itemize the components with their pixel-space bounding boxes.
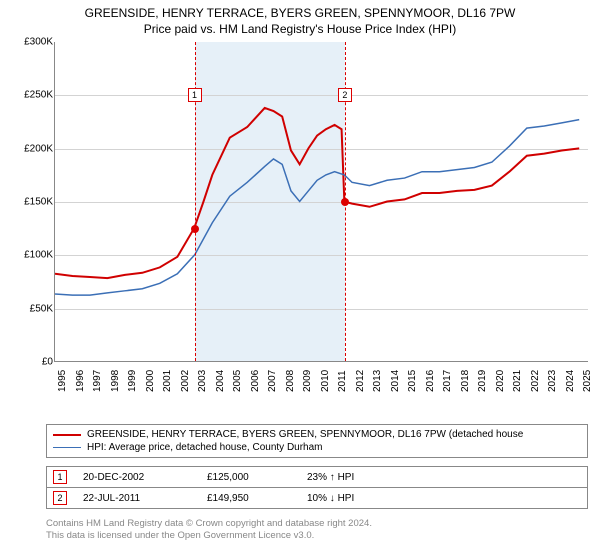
marker-table-row: 222-JUL-2011£149,95010% ↓ HPI	[47, 487, 587, 508]
x-axis-label: 2008	[285, 370, 296, 392]
x-axis-label: 2003	[197, 370, 208, 392]
x-axis-label: 2011	[337, 370, 348, 392]
marker-table-pct: 23% ↑ HPI	[307, 472, 427, 483]
series-line-hpi	[55, 120, 579, 295]
legend: GREENSIDE, HENRY TERRACE, BYERS GREEN, S…	[46, 424, 588, 458]
series-line-greenside	[55, 108, 579, 278]
x-axis-label: 1995	[57, 370, 68, 392]
legend-swatch	[53, 447, 81, 448]
x-axis-label: 2013	[372, 370, 383, 392]
y-axis-label: £150K	[24, 197, 53, 208]
x-axis-label: 2005	[232, 370, 243, 392]
chart-title-line2: Price paid vs. HM Land Registry's House …	[0, 20, 600, 42]
marker-number-box: 2	[338, 88, 352, 102]
x-axis-label: 2001	[162, 370, 173, 392]
marker-table-date: 22-JUL-2011	[67, 493, 207, 504]
marker-table-num-box: 1	[53, 470, 67, 484]
x-axis-label: 2009	[302, 370, 313, 392]
marker-table-date: 20-DEC-2002	[67, 472, 207, 483]
x-axis-label: 2016	[425, 370, 436, 392]
line-svg	[55, 42, 588, 361]
y-axis-label: £200K	[24, 143, 53, 154]
marker-dot	[191, 225, 199, 233]
chart-title-line1: GREENSIDE, HENRY TERRACE, BYERS GREEN, S…	[0, 0, 600, 20]
x-axis-label: 1996	[75, 370, 86, 392]
marker-table: 120-DEC-2002£125,00023% ↑ HPI222-JUL-201…	[46, 466, 588, 509]
y-axis-label: £300K	[24, 37, 53, 48]
y-axis-label: £250K	[24, 90, 53, 101]
footer-line1: Contains HM Land Registry data © Crown c…	[46, 518, 372, 530]
x-axis-label: 2020	[495, 370, 506, 392]
x-axis-label: 2012	[355, 370, 366, 392]
x-axis-label: 2017	[442, 370, 453, 392]
x-axis-label: 1998	[110, 370, 121, 392]
x-axis-label: 2004	[215, 370, 226, 392]
chart-area: £0£50K£100K£150K£200K£250K£300K12 199519…	[18, 42, 588, 402]
marker-number-box: 1	[188, 88, 202, 102]
marker-table-price: £125,000	[207, 472, 307, 483]
x-axis-label: 2025	[582, 370, 593, 392]
x-axis-label: 2007	[267, 370, 278, 392]
x-axis-label: 2019	[477, 370, 488, 392]
x-axis-label: 2010	[320, 370, 331, 392]
legend-row: GREENSIDE, HENRY TERRACE, BYERS GREEN, S…	[53, 428, 581, 441]
plot-area: £0£50K£100K£150K£200K£250K£300K12	[54, 42, 588, 362]
marker-table-row: 120-DEC-2002£125,00023% ↑ HPI	[47, 467, 587, 487]
legend-label: HPI: Average price, detached house, Coun…	[87, 442, 323, 453]
x-axis-label: 2022	[530, 370, 541, 392]
y-axis-label: £100K	[24, 250, 53, 261]
footer-line2: This data is licensed under the Open Gov…	[46, 530, 372, 542]
x-axis-label: 2002	[180, 370, 191, 392]
x-axis-label: 2018	[460, 370, 471, 392]
marker-table-pct: 10% ↓ HPI	[307, 493, 427, 504]
x-axis-label: 2000	[145, 370, 156, 392]
x-axis-label: 2024	[565, 370, 576, 392]
x-axis-label: 2015	[407, 370, 418, 392]
x-axis-label: 2014	[390, 370, 401, 392]
x-axis-label: 2006	[250, 370, 261, 392]
marker-dot	[341, 198, 349, 206]
legend-row: HPI: Average price, detached house, Coun…	[53, 441, 581, 454]
marker-table-price: £149,950	[207, 493, 307, 504]
x-axis-label: 1997	[92, 370, 103, 392]
y-axis-label: £0	[42, 357, 53, 368]
footer-attribution: Contains HM Land Registry data © Crown c…	[46, 518, 372, 543]
marker-table-num-box: 2	[53, 491, 67, 505]
x-axis-label: 2023	[547, 370, 558, 392]
legend-label: GREENSIDE, HENRY TERRACE, BYERS GREEN, S…	[87, 429, 523, 440]
y-axis-label: £50K	[30, 303, 53, 314]
x-axis-label: 1999	[127, 370, 138, 392]
x-axis-label: 2021	[512, 370, 523, 392]
legend-swatch	[53, 434, 81, 436]
